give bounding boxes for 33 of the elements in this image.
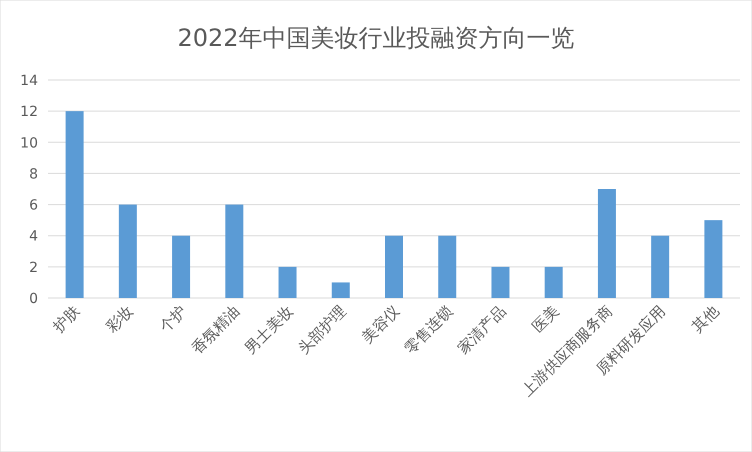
x-tick-label: 美容仪 bbox=[358, 302, 403, 347]
bar bbox=[278, 266, 297, 298]
chart-title: 2022年中国美妆行业投融资方向一览 bbox=[177, 24, 575, 52]
bar bbox=[225, 204, 244, 298]
bar bbox=[66, 111, 84, 298]
y-tick-label: 0 bbox=[29, 291, 38, 307]
x-tick-label: 彩妆 bbox=[102, 302, 137, 336]
x-tick-label: 其他 bbox=[688, 302, 722, 336]
bar bbox=[332, 282, 350, 298]
bar bbox=[385, 236, 403, 298]
x-tick-label: 零售连锁 bbox=[400, 302, 456, 358]
x-tick-label: 家清产品 bbox=[454, 302, 510, 358]
x-tick-label: 男士美妆 bbox=[241, 302, 296, 358]
bar bbox=[544, 266, 563, 298]
bar bbox=[491, 266, 510, 298]
y-tick-label: 2 bbox=[29, 260, 38, 276]
y-tick-label: 14 bbox=[20, 73, 38, 89]
x-tick-label: 医美 bbox=[528, 302, 563, 336]
bar bbox=[438, 236, 456, 298]
bar bbox=[118, 204, 137, 298]
bar bbox=[651, 236, 670, 298]
y-tick-label: 6 bbox=[29, 198, 38, 214]
y-tick-label: 4 bbox=[29, 228, 38, 245]
x-tick-label: 头部护理 bbox=[294, 302, 350, 358]
y-tick-label: 8 bbox=[29, 166, 38, 182]
x-tick-label: 香氛精油 bbox=[188, 302, 244, 358]
y-tick-label: 10 bbox=[20, 135, 38, 152]
bar bbox=[704, 220, 722, 298]
y-tick-label: 12 bbox=[20, 104, 38, 120]
bar bbox=[172, 236, 190, 298]
x-tick-label: 个护 bbox=[156, 302, 190, 336]
x-tick-label: 护肤 bbox=[48, 302, 84, 337]
bar bbox=[598, 189, 616, 298]
